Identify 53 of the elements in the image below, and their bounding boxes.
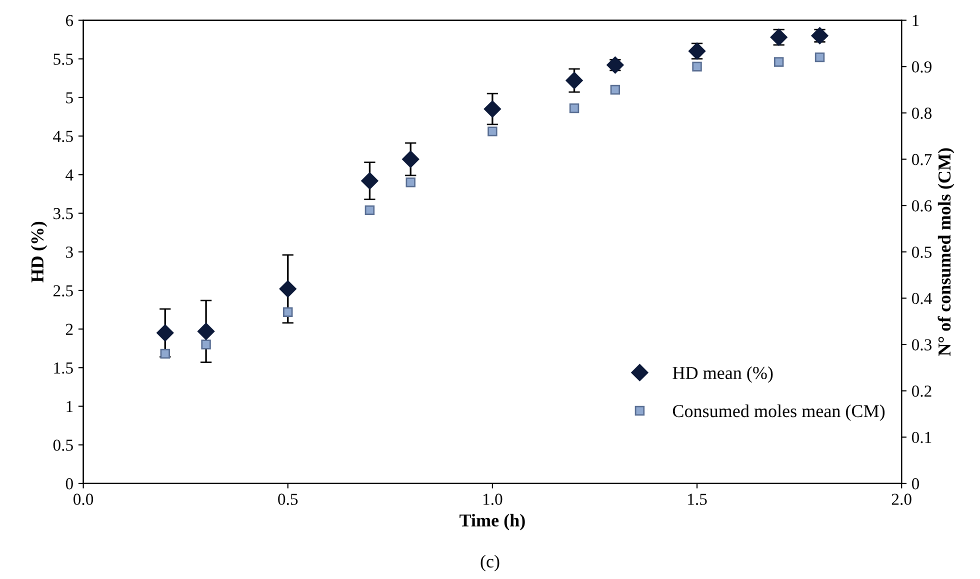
point: [279, 280, 296, 298]
x-tick-label: 2.0: [892, 494, 912, 505]
point: [814, 52, 825, 62]
y2-axis-title: N° of consumed mols (CM): [938, 148, 954, 356]
point: [201, 340, 211, 350]
y2-tick-label: 0.4: [912, 292, 932, 304]
point: [566, 72, 583, 90]
x-tick-label: 1.5: [688, 494, 707, 505]
point: [197, 322, 215, 340]
y-tick-label: 5.5: [54, 54, 73, 65]
x-tick-label: 1.0: [484, 494, 502, 505]
point: [364, 205, 375, 216]
y-tick-label: 0: [66, 478, 73, 490]
point: [569, 103, 580, 114]
x-tick-label: 0.0: [74, 494, 94, 505]
y2-tick-label: 0.6: [912, 200, 932, 212]
point: [406, 178, 416, 188]
y2-tick-label: 0.3: [912, 339, 932, 351]
x-tick-label: 0.5: [278, 494, 298, 505]
y-tick-label: 1: [66, 401, 73, 412]
point: [361, 172, 378, 190]
point: [160, 348, 170, 359]
point: [488, 126, 498, 136]
y2-tick-label: 0.1: [912, 432, 932, 444]
text: (c): [480, 554, 500, 572]
y2-tick-label: 0.2: [912, 386, 932, 397]
y-tick-label: 0.5: [53, 440, 73, 451]
point: [484, 100, 501, 118]
y2-tick-label: 0.5: [912, 246, 932, 258]
point: [774, 57, 784, 67]
y-tick-label: 1.5: [54, 362, 73, 374]
y2-tick-label: 0.8: [912, 108, 932, 119]
y-tick-label: 2.5: [53, 285, 73, 296]
y-tick-label: 6: [66, 15, 74, 26]
y-tick-label: 4: [66, 169, 74, 180]
y2-tick-label: 0.7: [912, 154, 932, 166]
y-tick-label: 3: [66, 246, 73, 258]
point: [156, 324, 174, 342]
y-tick-label: 3.5: [54, 208, 73, 220]
point: [610, 84, 620, 95]
y2-tick-label: 1: [912, 15, 919, 26]
y-axis-title: HD (%): [30, 222, 48, 282]
y2-tick-label: 0.9: [912, 61, 932, 73]
y-tick-label: 2: [66, 324, 73, 335]
y-tick-label: 4.5: [53, 130, 73, 142]
legend-label: HD mean (%): [672, 366, 773, 383]
legend-label: Consumed moles mean (CM): [672, 404, 885, 421]
x-axis-title: Time (h): [460, 514, 525, 530]
point: [692, 62, 702, 72]
point: [283, 307, 293, 317]
y-tick-label: 5: [66, 92, 73, 104]
y2-tick-label: 0: [912, 478, 920, 490]
point: [402, 150, 420, 168]
